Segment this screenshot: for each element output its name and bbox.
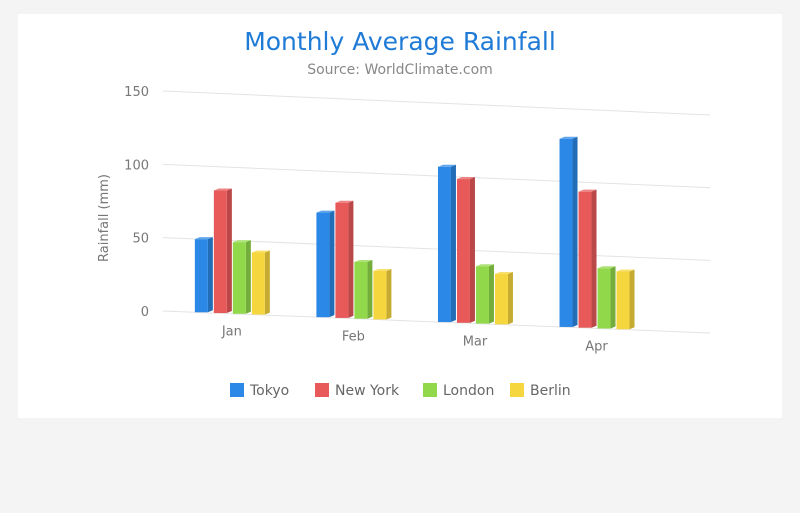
grid-line: [162, 90, 711, 116]
chart-title: Monthly Average Rainfall: [244, 27, 556, 56]
bar-berlin-feb: [373, 268, 392, 320]
bar-berlin-apr: [616, 269, 635, 330]
bar-london-feb: [354, 259, 373, 319]
legend-item-berlin[interactable]: Berlin: [510, 383, 571, 399]
legend-item-london[interactable]: London: [423, 383, 494, 399]
x-tick-label: Apr: [585, 339, 608, 354]
grid-line: [162, 310, 711, 334]
legend: Tokyo New York London Berlin: [230, 383, 571, 399]
grid-line: [162, 237, 711, 261]
bar-new-york-mar: [456, 177, 475, 323]
bar-tokyo-feb: [316, 210, 335, 318]
bar-tokyo-apr: [559, 136, 578, 327]
x-tick-label: Jan: [221, 325, 242, 340]
legend-label: London: [443, 383, 494, 399]
legend-swatch: [230, 383, 244, 397]
y-axis-title: Rainfall (mm): [97, 174, 112, 262]
bar-tokyo-mar: [437, 164, 456, 323]
y-tick-label: 0: [141, 305, 149, 320]
legend-swatch: [423, 383, 437, 397]
bar-london-apr: [597, 266, 616, 329]
y-axis-ticks: 0 50 100 150: [124, 85, 149, 320]
x-tick-label: Feb: [342, 330, 365, 345]
y-tick-label: 150: [124, 85, 149, 100]
bar-berlin-mar: [494, 272, 513, 325]
bar-london-mar: [475, 264, 494, 324]
bar-new-york-apr: [578, 189, 597, 328]
bar-new-york-jan: [213, 188, 232, 314]
y-tick-label: 50: [132, 232, 149, 247]
x-tick-label: Mar: [463, 334, 488, 349]
bars: [194, 136, 635, 330]
grid-line: [162, 163, 711, 189]
bar-new-york-feb: [335, 200, 354, 318]
legend-swatch: [510, 383, 524, 397]
y-tick-label: 100: [124, 158, 149, 173]
chart-subtitle: Source: WorldClimate.com: [307, 62, 493, 78]
grid-lines: [162, 90, 711, 334]
legend-label: Berlin: [530, 383, 571, 399]
chart-card: Monthly Average Rainfall Source: WorldCl…: [18, 14, 782, 418]
legend-item-tokyo[interactable]: Tokyo: [230, 383, 289, 399]
bar-tokyo-jan: [194, 237, 213, 313]
legend-label: New York: [335, 383, 400, 399]
legend-label: Tokyo: [249, 383, 289, 399]
bar-london-jan: [232, 240, 251, 314]
legend-swatch: [315, 383, 329, 397]
legend-item-new-york[interactable]: New York: [315, 383, 400, 399]
x-axis-ticks: Jan Feb Mar Apr: [221, 325, 609, 355]
rainfall-chart: Monthly Average Rainfall Source: WorldCl…: [97, 27, 711, 399]
bar-berlin-jan: [251, 250, 270, 315]
